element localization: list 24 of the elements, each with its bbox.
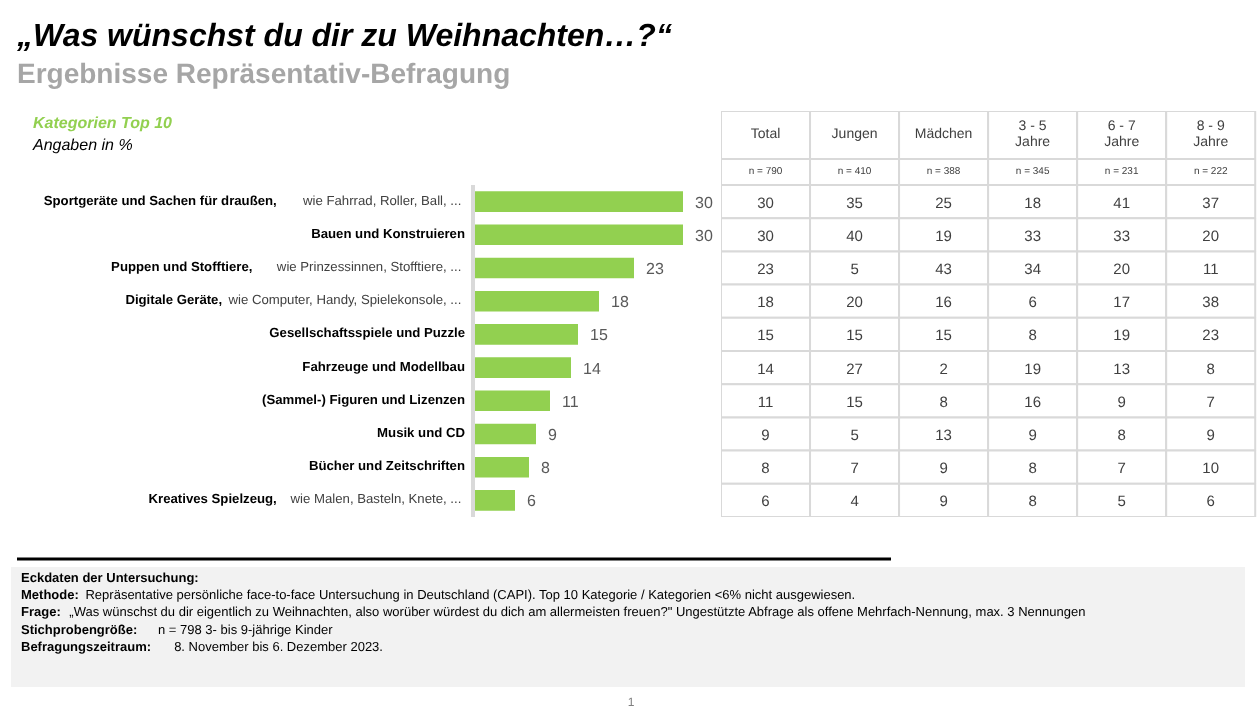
text: 23 — [646, 260, 664, 278]
bar — [473, 423, 536, 445]
bar — [473, 324, 578, 345]
text: Angaben in % — [31, 136, 133, 154]
bar — [473, 390, 550, 412]
bar — [473, 191, 683, 212]
text: 14 — [583, 359, 601, 378]
chart-subtitle: Ergebnisse Repräsentativ-Befragung — [17, 57, 511, 89]
text: 9 — [548, 426, 557, 444]
text: 15 — [590, 326, 608, 345]
bar — [473, 490, 515, 511]
bar — [473, 224, 683, 246]
bar — [473, 290, 599, 312]
text: 18 — [611, 293, 629, 312]
bar — [473, 257, 634, 279]
text: 8 — [541, 459, 550, 478]
text: 30 — [695, 193, 713, 212]
bar — [473, 456, 529, 478]
text: 11 — [562, 392, 579, 411]
bar — [473, 357, 571, 378]
text: 30 — [695, 226, 713, 245]
text: 6 — [527, 492, 536, 511]
text: Kategorien Top 10 — [33, 114, 174, 132]
chart-title: „Was wünschst du dir zu Weihnachten…?“ — [15, 20, 672, 54]
